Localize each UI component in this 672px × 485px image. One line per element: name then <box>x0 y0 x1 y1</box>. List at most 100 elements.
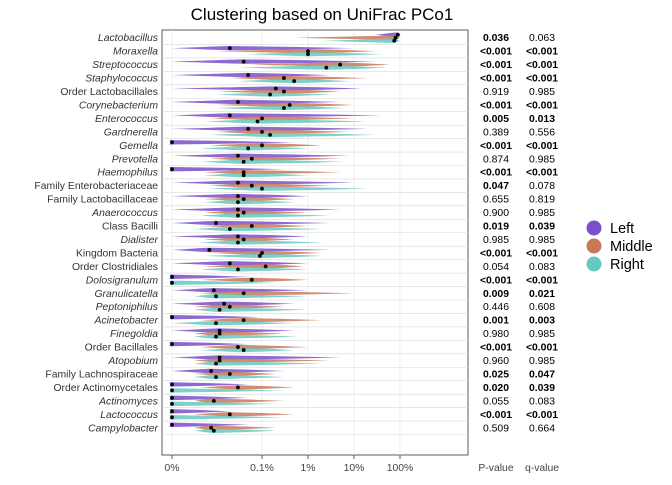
p-value-cell: 0.389 <box>483 127 509 138</box>
median-point-middle <box>227 304 232 309</box>
taxon-row: Enterococcus 0.005 0.013 <box>95 113 555 126</box>
median-point-left <box>236 234 240 239</box>
violin-middle <box>294 35 400 40</box>
violin-middle <box>204 196 295 202</box>
median-point-left <box>214 221 218 225</box>
taxon-label: Order Clostridiales <box>72 262 158 273</box>
median-point-left <box>170 274 174 279</box>
q-value-cell: 0.985 <box>529 235 555 246</box>
median-point-left <box>170 395 174 400</box>
median-point-middle <box>241 318 246 323</box>
taxon-row: Campylobacter 0.509 0.664 <box>88 422 555 435</box>
q-value-cell: 0.985 <box>529 154 555 165</box>
q-value-cell: 0.985 <box>529 87 555 98</box>
violin-right <box>200 213 330 218</box>
median-point-left <box>170 422 174 427</box>
median-point-middle <box>227 372 232 376</box>
p-value-cell: 0.900 <box>483 208 509 219</box>
violin-right <box>248 51 382 57</box>
taxon-label: Staphylococcus <box>85 74 158 85</box>
violin-left <box>172 234 308 239</box>
q-value-cell: <0.001 <box>526 248 558 259</box>
violin-middle <box>209 116 354 121</box>
median-point-middle <box>306 49 310 54</box>
violin-middle <box>209 143 322 148</box>
taxon-label: Family Lachnospiraceae <box>45 369 158 380</box>
q-value-cell: <0.001 <box>526 343 558 354</box>
violin-left <box>172 328 295 333</box>
median-point-left <box>246 73 251 77</box>
taxon-row: Streptococcus <0.001 <0.001 <box>92 59 558 72</box>
taxon-label: Streptococcus <box>92 60 158 71</box>
median-point-right <box>268 92 273 97</box>
p-value-cell: 0.019 <box>483 222 509 233</box>
median-point-left <box>222 301 227 306</box>
q-value-cell: 0.047 <box>529 369 555 380</box>
median-point-middle <box>241 237 246 242</box>
violin-left <box>172 207 341 212</box>
median-point-middle <box>260 251 264 255</box>
violin-right <box>204 253 322 259</box>
legend-swatch-right <box>586 256 602 272</box>
median-point-right <box>214 334 218 339</box>
q-value-cell: 0.021 <box>529 289 555 300</box>
q-value-cell: 0.013 <box>529 114 555 125</box>
violin-left <box>169 422 249 427</box>
median-point-left <box>227 113 232 118</box>
median-point-right <box>306 52 310 57</box>
taxon-row: Moraxella <0.001 <0.001 <box>113 45 558 59</box>
taxon-label: Family Lactobacillaceae <box>47 195 158 206</box>
p-value-cell: 0.036 <box>483 33 509 44</box>
x-tick-label: 10% <box>344 463 365 474</box>
violin-left <box>169 341 249 347</box>
p-value-cell: 0.005 <box>483 114 509 125</box>
q-value-cell: <0.001 <box>526 100 558 111</box>
violin-right <box>200 347 295 353</box>
legend-swatch-middle <box>586 238 602 254</box>
median-point-left <box>170 382 174 387</box>
violin-right <box>194 294 308 299</box>
violin-middle <box>209 250 322 256</box>
taxon-row: Atopobium 0.960 0.985 <box>107 355 555 368</box>
taxon-row: Acinetobacter 0.001 0.003 <box>93 314 555 328</box>
violin-right <box>204 173 308 178</box>
chart-title: Clustering based on UniFrac PCo1 <box>191 5 454 24</box>
median-point-right <box>282 106 286 110</box>
taxon-row: Actinomyces 0.055 0.083 <box>98 395 555 408</box>
taxon-row: Lactobacillus 0.036 0.063 <box>98 32 555 45</box>
violin-left <box>172 261 308 266</box>
median-point-right <box>170 280 174 285</box>
median-point-right <box>257 254 262 258</box>
median-point-middle <box>338 62 343 67</box>
violin-left <box>172 59 376 64</box>
violin-middle <box>200 291 354 296</box>
violin-left <box>169 140 295 145</box>
median-point-right <box>170 388 174 393</box>
violin-left <box>172 180 354 185</box>
taxon-row: Order Bacillales <0.001 <0.001 <box>85 341 558 355</box>
taxon-label: Haemophilus <box>97 168 158 179</box>
rows-layer: Lactobacillus 0.036 0.063 Moraxella <0.001 <0… <box>34 29 558 456</box>
violin-middle <box>229 75 368 81</box>
taxon-row: Dolosigranulum <0.001 <0.001 <box>86 274 558 287</box>
plot-frame <box>161 29 469 456</box>
median-point-middle <box>249 224 254 228</box>
median-point-middle <box>287 103 292 107</box>
median-point-left <box>170 342 174 346</box>
median-point-middle <box>249 183 254 188</box>
median-point-middle <box>211 398 216 403</box>
median-point-right <box>214 321 218 326</box>
q-value-cell: <0.001 <box>526 141 558 152</box>
violin-middle <box>216 89 341 94</box>
p-value-cell: <0.001 <box>480 343 512 354</box>
violin-left <box>172 99 341 105</box>
legend-label: Left <box>610 221 634 237</box>
violin-left <box>172 288 308 293</box>
p-value-cell: 0.054 <box>483 262 509 273</box>
median-point-left <box>170 315 174 320</box>
median-point-middle <box>249 277 254 282</box>
violin-right <box>194 374 284 380</box>
p-value-cell: 0.509 <box>483 423 509 434</box>
q-value-cell: 0.078 <box>529 181 555 192</box>
median-point-middle <box>236 345 240 349</box>
